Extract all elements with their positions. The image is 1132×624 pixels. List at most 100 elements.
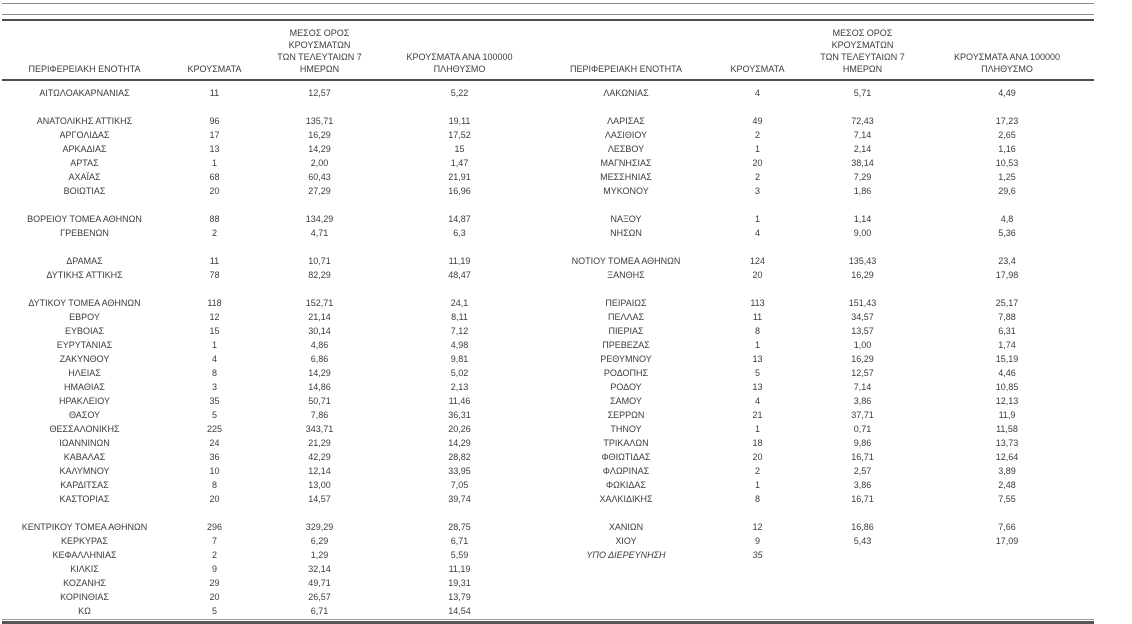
region-cell: ΛΑΚΩΝΙΑΣ [603,88,649,98]
value-cell: 4,86 [310,340,329,350]
table-row: ΚΕΡΚΥΡΑΣ 7 6,29 6,71 ΧΙΟΥ 9 5,43 17,09 [2,534,1094,548]
value-cell: 16,71 [851,452,874,462]
value-cell: 13,57 [851,326,874,336]
value-cell: 329,29 [305,522,334,532]
value-cell: 20,26 [448,424,471,434]
table-row: ΗΡΑΚΛΕΙΟΥ 35 50,71 11,46 ΣΑΜΟΥ 4 3,86 12,13 [2,394,1094,408]
value-cell: 7 [211,536,217,546]
value-cell: 20 [752,452,763,462]
value-cell [920,282,1094,296]
value-cell: 48,47 [448,270,471,280]
region-cell: ΦΛΩΡΙΝΑΣ [602,466,650,476]
value-cell: 8,11 [451,312,468,322]
value-cell: 10,71 [308,256,331,266]
table-row: ΓΡΕΒΕΝΩΝ 2 4,71 6,3 ΝΗΣΩΝ 4 9,00 5,36 [2,226,1094,240]
value-cell: 2 [211,550,217,560]
region-cell [2,282,167,296]
region-cell [542,562,710,576]
value-cell [920,240,1094,254]
value-cell: 1 [754,214,760,224]
value-cell: 72,43 [851,116,874,126]
value-cell: 14,54 [448,606,471,616]
table-row: ΑΡΓΟΛΙΔΑΣ 17 16,29 17,52 ΛΑΣΙΘΙΟΥ 2 7,14 2,65 [2,128,1094,142]
table-row: ΕΥΡΥΤΑΝΙΑΣ 1 4,86 4,98 ΠΡΕΒΕΖΑΣ 1 1,00 1,74 [2,338,1094,352]
region-cell: ΒΟΡΕΙΟΥ ΤΟΜΕΑ ΑΘΗΝΩΝ [27,214,142,224]
value-cell: 10,53 [995,158,1019,168]
value-cell: 12,57 [308,88,331,98]
region-cell: ΚΟΡΙΝΘΙΑΣ [60,592,109,602]
region-cell: ΑΝΑΤΟΛΙΚΗΣ ΑΤΤΙΚΗΣ [36,116,133,126]
region-cell: ΒΟΙΩΤΙΑΣ [63,186,106,196]
region-cell: ΠΕΛΛΑΣ [607,312,645,322]
bottom-rule-thick [2,621,1094,624]
region-cell: ΞΑΝΘΗΣ [607,270,645,280]
region-cell: ΔΥΤΙΚΗΣ ΑΤΤΙΚΗΣ [46,270,123,280]
value-cell: 5,22 [450,88,469,98]
value-cell [805,548,920,562]
value-cell: 21,29 [308,438,331,448]
value-cell: 14,57 [308,494,331,504]
value-cell: 2 [754,130,760,140]
value-cell: 12,14 [308,466,331,476]
table-row: ΔΥΤΙΚΟΥ ΤΟΜΕΑ ΑΘΗΝΩΝ 118 152,71 24,1 ΠΕΙΡΑΙΩ… [2,296,1094,310]
value-cell: 78 [209,270,220,280]
value-cell: 19,11 [448,116,471,126]
value-cell: 16,29 [851,270,874,280]
table-row: ΑΙΤΩΛΟΑΚΑΡΝΑΝΙΑΣ 11 12,57 5,22 ΛΑΚΩΝΙΑΣ 4 5,71… [2,80,1094,100]
value-cell [377,506,542,520]
region-cell: ΕΒΡΟΥ [69,312,100,322]
region-cell: ΚΕΡΚΥΡΑΣ [61,536,108,546]
region-cell [2,100,167,114]
value-cell [920,506,1094,520]
region-cell: ΚΩ [78,606,91,616]
table-row: ΚΟΡΙΝΘΙΑΣ 20 26,57 13,79 [2,590,1094,604]
region-cell: ΘΑΣΟΥ [68,410,101,420]
region-cell: ΙΩΑΝΝΙΝΩΝ [59,438,110,448]
table-row: ΚΑΛΥΜΝΟΥ 10 12,14 33,95 ΦΛΩΡΙΝΑΣ 2 2,57 3,89 [2,464,1094,478]
col-header-cases-right: ΚΡΟΥΣΜΑΤΑ [730,64,785,74]
value-cell: 49 [752,116,763,126]
value-cell: 8 [211,480,217,490]
value-cell: 5,02 [450,368,469,378]
value-cell: 96 [209,116,220,126]
value-cell [710,506,805,520]
value-cell: 3,89 [998,466,1016,476]
value-cell [167,240,262,254]
value-cell: 3,86 [853,396,872,406]
value-cell: 134,29 [305,214,334,224]
region-cell: ΚΑΡΔΙΤΣΑΣ [60,480,109,490]
value-cell: 13 [752,354,763,364]
value-cell [710,198,805,212]
table-row: ΚΙΛΚΙΣ 9 32,14 11,19 [2,562,1094,576]
value-cell [805,604,920,618]
region-cell [542,590,710,604]
col-header-per100k-left: ΚΡΟΥΣΜΑΤΑ ΑΝΑ 100000 ΠΛΗΘΥΣΜΟ [406,52,513,74]
value-cell: 296 [206,522,223,532]
value-cell: 20 [209,186,220,196]
value-cell: 16,29 [851,354,874,364]
value-cell [710,576,805,590]
value-cell [805,240,920,254]
value-cell: 6,29 [310,536,329,546]
value-cell: 2,57 [853,466,872,476]
spacer-row [2,240,1094,254]
value-cell: 152,71 [305,298,334,308]
table-row: ΑΝΑΤΟΛΙΚΗΣ ΑΤΤΙΚΗΣ 96 135,71 19,11 ΛΑΡΙΣΑΣ 49… [2,114,1094,128]
spacer-row [2,100,1094,114]
region-cell: ΔΡΑΜΑΣ [66,256,103,266]
region-cell: ΚΑΛΥΜΝΟΥ [59,466,110,476]
region-cell: ΚΑΣΤΟΡΙΑΣ [59,494,110,504]
value-cell: 11,19 [448,256,471,266]
value-cell: 5 [211,606,217,616]
value-cell: 1,74 [998,340,1016,350]
region-cell: ΗΜΑΘΙΑΣ [64,382,105,392]
col-header-avg7-left: ΜΕΣΟΣ ΟΡΟΣ ΚΡΟΥΣΜΑΤΩΝ ΤΩΝ ΤΕΛΕΥΤΑΙΩΝ 7 Η… [277,28,362,74]
value-cell: 14,86 [308,382,331,392]
value-cell [377,282,542,296]
value-cell: 17,98 [995,270,1019,280]
value-cell: 49,71 [308,578,331,588]
value-cell: 11 [752,312,763,322]
region-cell: ΚΟΖΑΝΗΣ [63,578,106,588]
col-header-per100k-right: ΚΡΟΥΣΜΑΤΑ ΑΝΑ 100000 ΠΛΗΘΥΣΜΟ [954,52,1060,74]
region-cell: ΣΑΜΟΥ [610,396,642,406]
